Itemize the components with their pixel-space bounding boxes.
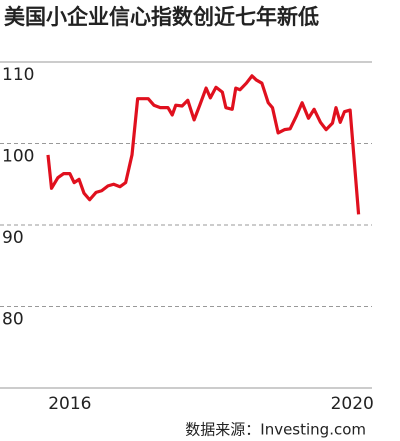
y-tick-label: 100 bbox=[2, 147, 34, 167]
y-tick-label: 80 bbox=[2, 310, 24, 330]
chart-title: 美国小企业信心指数创近七年新低 bbox=[4, 5, 319, 29]
data-line bbox=[46, 74, 361, 215]
x-tick-label: 2020 bbox=[331, 394, 374, 414]
y-tick-label: 90 bbox=[2, 228, 24, 248]
x-tick-label: 2016 bbox=[48, 394, 91, 414]
y-tick-label: 110 bbox=[2, 65, 34, 85]
source-note: 数据来源：Investing.com bbox=[185, 421, 366, 439]
